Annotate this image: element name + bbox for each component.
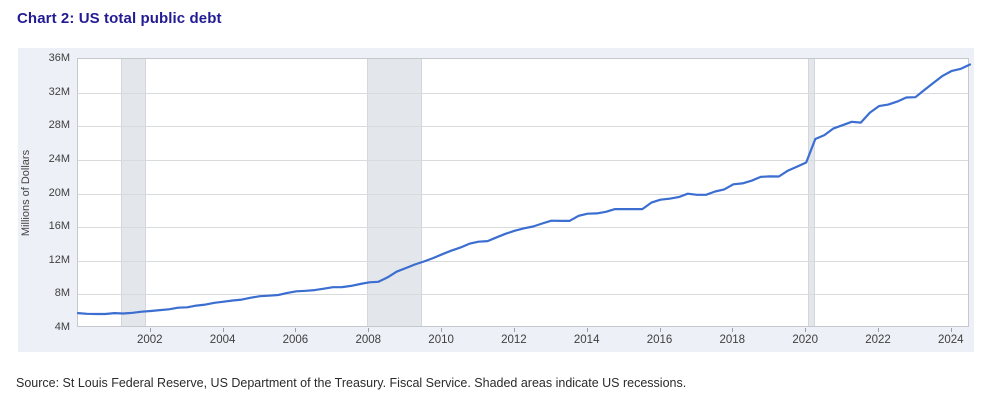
x-tick-label: 2012 xyxy=(501,334,527,346)
y-tick-label: 8M xyxy=(54,287,70,300)
y-tick-label: 28M xyxy=(48,119,70,132)
y-tick-label: 24M xyxy=(48,152,70,165)
x-tick-mark xyxy=(732,328,734,332)
x-tick-mark xyxy=(295,328,297,332)
y-tick-label: 16M xyxy=(48,220,70,233)
chart-card: Millions of Dollars 36M 32M 28M 24M 20M 16M 12… xyxy=(18,48,974,352)
gridline xyxy=(78,193,968,195)
recession-band xyxy=(808,59,816,326)
y-tick-label: 12M xyxy=(48,253,70,266)
x-tick-mark xyxy=(950,328,952,332)
x-tick-label: 2016 xyxy=(646,334,673,346)
x-tick-label: 2024 xyxy=(938,334,964,346)
x-tick-mark xyxy=(586,328,588,332)
x-tick-label: 2004 xyxy=(209,334,236,346)
x-tick-label: 2022 xyxy=(865,334,891,346)
debt-line-series xyxy=(76,63,972,316)
x-tick-label: 2010 xyxy=(428,334,454,346)
x-tick-label: 2008 xyxy=(355,334,382,346)
x-tick-mark xyxy=(441,328,443,332)
x-tick-label: 2002 xyxy=(137,334,163,346)
x-tick-label: 2018 xyxy=(719,334,746,346)
y-tick-label: 32M xyxy=(48,85,70,98)
page-title: Chart 2: US total public debt xyxy=(17,10,222,27)
gridline xyxy=(78,159,968,161)
x-tick-mark xyxy=(222,328,224,332)
recession-band xyxy=(120,59,147,326)
x-tick-label: 2014 xyxy=(573,334,600,346)
y-tick-label: 20M xyxy=(48,186,70,199)
gridline xyxy=(78,294,968,296)
x-tick-mark xyxy=(878,328,879,332)
x-tick-mark xyxy=(805,328,807,332)
x-tick-label: 2006 xyxy=(282,334,309,346)
gridline xyxy=(78,126,968,128)
y-tick-label: 36M xyxy=(48,52,70,64)
x-tick-label: 2020 xyxy=(792,334,818,346)
source-note: Source: St Louis Federal Reserve, US Dep… xyxy=(16,376,687,390)
gridline xyxy=(78,260,968,262)
plot-area xyxy=(76,58,972,327)
x-tick-mark xyxy=(149,328,151,332)
y-tick-label: 4M xyxy=(54,321,70,333)
x-tick-mark xyxy=(659,328,661,332)
x-tick-mark xyxy=(368,328,370,332)
x-tick-mark xyxy=(513,328,515,332)
gridline xyxy=(78,92,968,94)
